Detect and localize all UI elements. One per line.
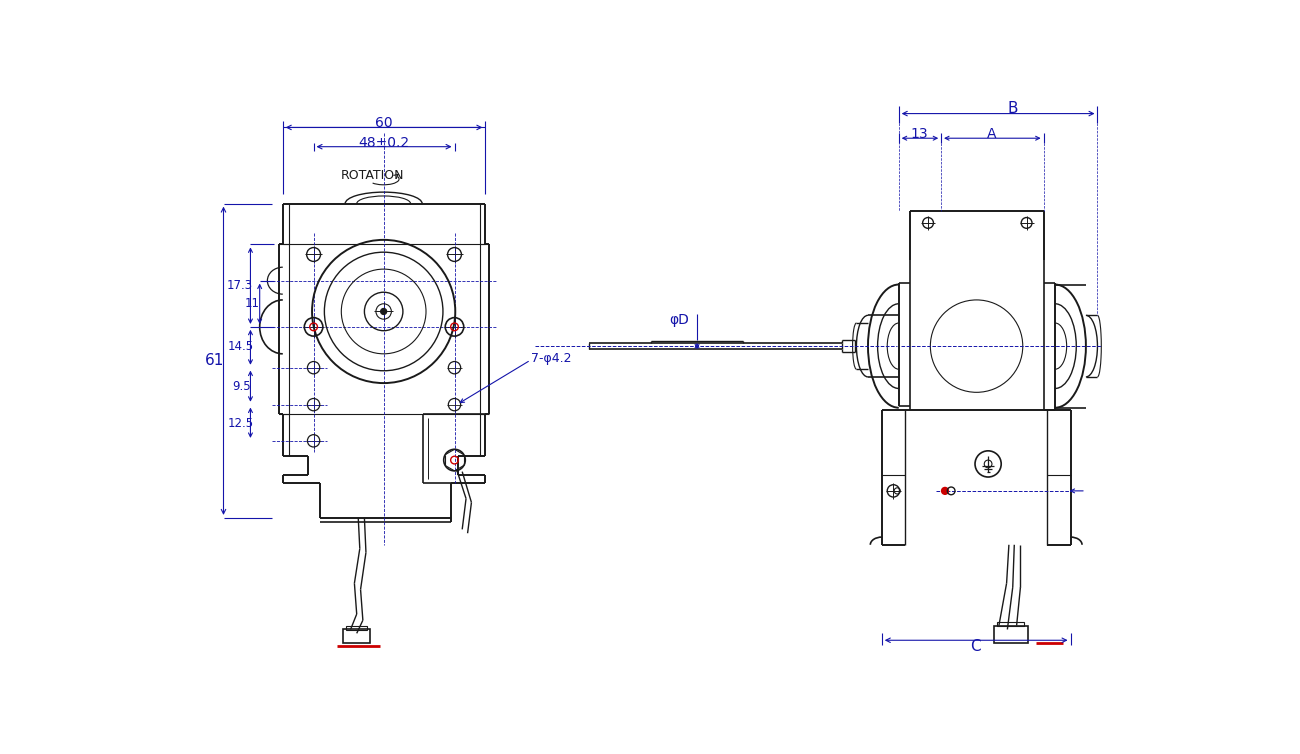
Circle shape bbox=[942, 488, 948, 494]
Bar bbox=[346, 626, 367, 630]
Text: 7-φ4.2: 7-φ4.2 bbox=[532, 352, 572, 365]
Text: 14.5: 14.5 bbox=[227, 340, 254, 354]
Text: ROTATION: ROTATION bbox=[341, 169, 404, 182]
Text: φD: φD bbox=[670, 313, 689, 327]
Text: 48±0.2: 48±0.2 bbox=[358, 136, 410, 150]
Text: 61: 61 bbox=[204, 354, 224, 368]
Text: 60: 60 bbox=[374, 116, 393, 130]
Bar bbox=[343, 630, 369, 643]
Text: 11: 11 bbox=[244, 297, 260, 310]
Text: 9.5: 9.5 bbox=[233, 380, 251, 393]
Bar bbox=[993, 626, 1028, 642]
Circle shape bbox=[381, 308, 386, 314]
Text: B: B bbox=[1008, 101, 1018, 115]
Text: A: A bbox=[987, 127, 997, 141]
Text: C: C bbox=[971, 639, 982, 654]
Text: 13: 13 bbox=[911, 127, 928, 141]
Bar bbox=[997, 622, 1024, 627]
Text: 12.5: 12.5 bbox=[227, 417, 254, 430]
Text: 17.3: 17.3 bbox=[226, 279, 252, 292]
